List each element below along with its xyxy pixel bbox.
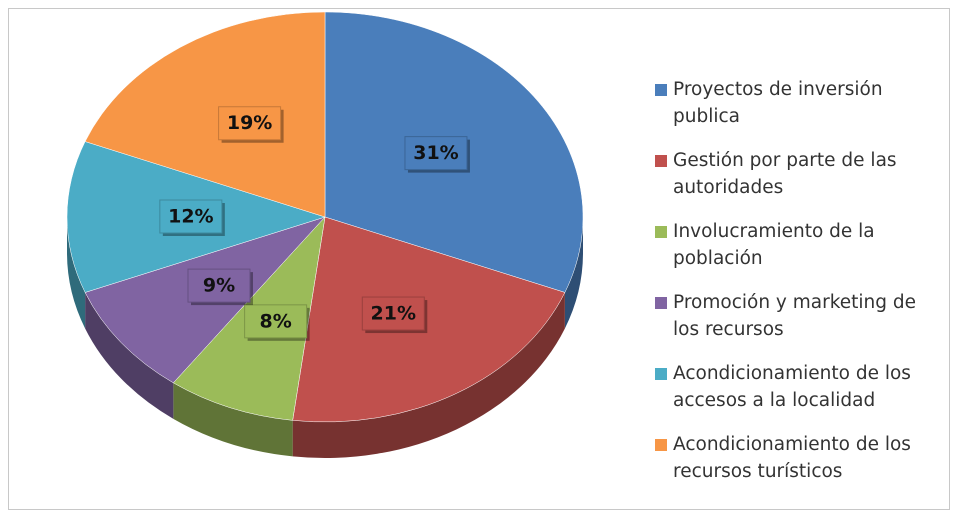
legend-item: Acondicionamiento de los recursos turíst… bbox=[655, 431, 940, 502]
legend-item: Proyectos de inversión publica bbox=[655, 76, 940, 147]
label-box bbox=[244, 304, 308, 339]
slice bbox=[84, 11, 326, 218]
label-box bbox=[159, 199, 223, 234]
legend-item: Promoción y marketing de los recursos bbox=[655, 289, 940, 360]
legend-label: Involucramiento de la población bbox=[673, 221, 875, 269]
chart-border bbox=[8, 8, 950, 510]
legend-swatch bbox=[655, 84, 667, 96]
data-label: 21% bbox=[371, 303, 416, 325]
legend-swatch bbox=[655, 226, 667, 238]
legend-label: Promoción y marketing de los recursos bbox=[673, 292, 917, 340]
label-box bbox=[218, 106, 282, 141]
slice-side bbox=[292, 292, 565, 458]
label-box bbox=[187, 268, 251, 303]
slice-side bbox=[173, 382, 293, 457]
legend-item: Acondicionamiento de los accesos a la lo… bbox=[655, 360, 940, 431]
legend-item: Gestión por parte de las autoridades bbox=[655, 147, 940, 218]
slice-side bbox=[85, 292, 174, 419]
data-label: 31% bbox=[413, 142, 458, 164]
slice bbox=[292, 216, 566, 423]
legend: Proyectos de inversión publica Gestión po… bbox=[655, 76, 940, 502]
data-label: 9% bbox=[203, 275, 235, 297]
legend-swatch bbox=[655, 155, 667, 167]
legend-item: Involucramiento de la población bbox=[655, 218, 940, 289]
legend-label: Acondicionamiento de los accesos a la lo… bbox=[673, 363, 911, 411]
data-label: 19% bbox=[227, 112, 272, 134]
legend-label: Proyectos de inversión publica bbox=[673, 79, 883, 127]
legend-label: Acondicionamiento de los recursos turíst… bbox=[673, 434, 911, 482]
legend-swatch bbox=[655, 439, 667, 451]
data-label: 12% bbox=[168, 206, 213, 228]
slice-side bbox=[67, 217, 86, 329]
legend-swatch bbox=[655, 368, 667, 380]
label-box bbox=[361, 296, 425, 331]
slice-side bbox=[564, 217, 583, 329]
label-box bbox=[404, 136, 468, 171]
legend-label: Gestión por parte de las autoridades bbox=[673, 150, 897, 198]
legend-swatch bbox=[655, 297, 667, 309]
data-label: 8% bbox=[259, 310, 291, 332]
